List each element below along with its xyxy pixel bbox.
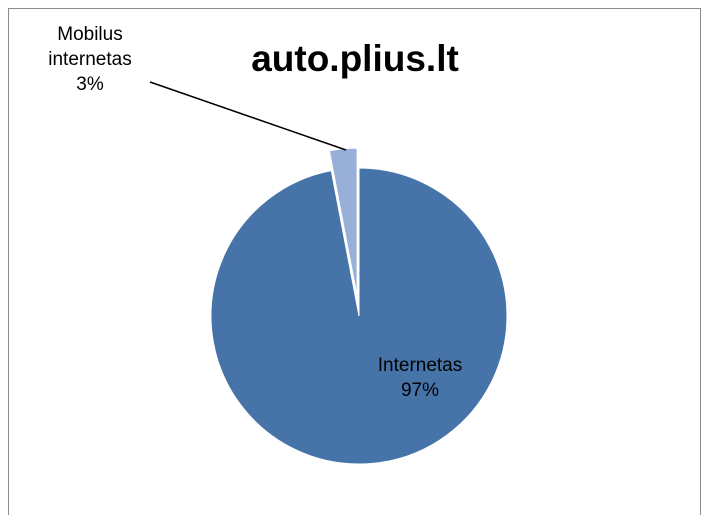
chart-title: auto.plius.lt [251, 38, 459, 79]
value-label: 3% [76, 74, 104, 95]
pie-slice [210, 167, 508, 465]
category-label: Internetas [377, 355, 463, 376]
value-label: 97% [400, 380, 440, 401]
category-label: Mobilus internetas [48, 24, 132, 70]
data-label: Internetas 97% [355, 353, 485, 403]
leader-line [149, 81, 347, 151]
data-label: Mobilus internetas 3% [40, 22, 140, 97]
